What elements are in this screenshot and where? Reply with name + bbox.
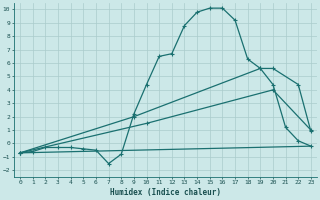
X-axis label: Humidex (Indice chaleur): Humidex (Indice chaleur) <box>110 188 221 197</box>
